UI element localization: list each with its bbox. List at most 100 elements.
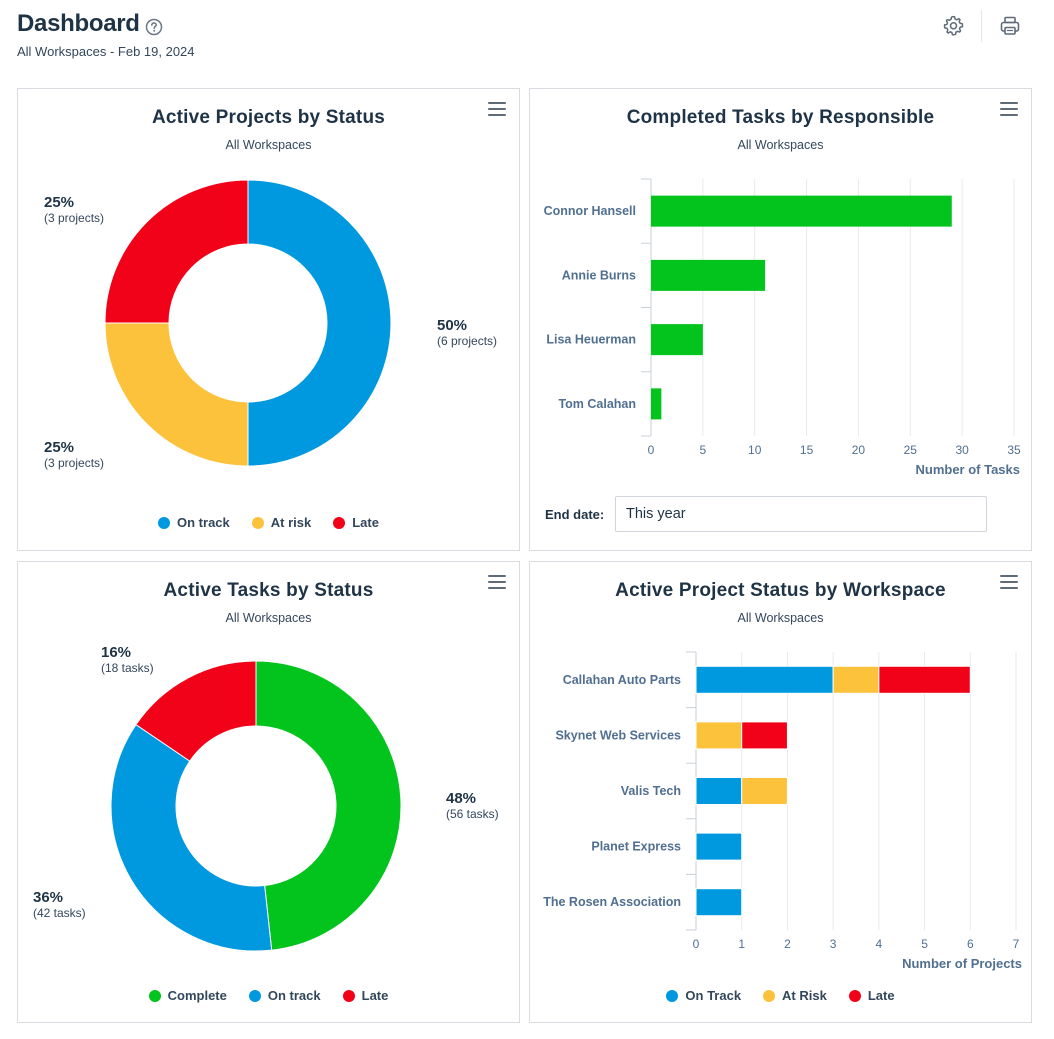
card-title: Active Projects by Status: [151, 107, 386, 128]
donut-slice-on-track[interactable]: [247, 179, 392, 467]
card-subtitle: All Workspaces: [225, 138, 312, 152]
projects-status-legend: On track At risk Late: [18, 515, 519, 530]
donut-slice-late[interactable]: [135, 660, 257, 762]
category-label: Callahan Auto Parts: [563, 673, 681, 687]
printer-icon[interactable]: [998, 14, 1022, 38]
card-title: Active Tasks by Status: [163, 580, 374, 601]
category-label: Planet Express: [591, 840, 681, 854]
bar-at-risk-valis-tech[interactable]: [741, 777, 788, 805]
legend-label: On track: [177, 515, 230, 530]
bar-connor-hansell[interactable]: [651, 195, 952, 227]
active-tasks-by-status-card: Active Tasks by Status All Workspaces 48…: [17, 561, 520, 1023]
donut-slice-late[interactable]: [104, 179, 249, 324]
category-label: Connor Hansell: [544, 204, 636, 218]
bar-late-callahan-auto-parts[interactable]: [878, 665, 971, 694]
end-date-row: End date:: [545, 496, 987, 532]
page-subtitle: All Workspaces - Feb 19, 2024: [17, 44, 195, 59]
chart-menu-button[interactable]: [488, 575, 506, 591]
category-label: Annie Burns: [562, 268, 636, 282]
bar-on-track-valis-tech[interactable]: [695, 777, 743, 805]
slice-count-label: (3 projects): [44, 456, 104, 470]
projects-status-donut-chart: 50%(6 projects)25%(3 projects)25%(3 proj…: [44, 179, 497, 470]
header-divider: [981, 10, 982, 42]
active-projects-by-status-card: Active Projects by Status All Workspaces…: [17, 88, 520, 551]
slice-count-label: (3 projects): [44, 211, 104, 225]
category-label: Valis Tech: [621, 784, 681, 798]
bar-on-track-the-rosen-association[interactable]: [695, 888, 743, 917]
bar-at-risk-callahan-auto-parts[interactable]: [832, 665, 880, 694]
legend-marker: [251, 516, 264, 529]
page-header: Dashboard All Workspaces - Feb 19, 2024: [17, 10, 1037, 70]
slice-percent-label: 50%: [437, 317, 467, 334]
slice-percent-label: 25%: [44, 439, 74, 456]
legend-item-complete[interactable]: Complete: [148, 988, 227, 1003]
gear-icon[interactable]: [941, 14, 965, 38]
legend-label: On track: [267, 988, 321, 1003]
slice-percent-label: 48%: [446, 790, 476, 807]
x-tick-label: 6: [967, 937, 974, 951]
legend-item-late[interactable]: Late: [342, 988, 388, 1003]
x-tick-label: 3: [830, 937, 837, 951]
workspace-status-legend: On Track At Risk Late: [530, 988, 1031, 1003]
end-date-input[interactable]: [615, 496, 987, 532]
legend-marker: [666, 989, 679, 1002]
slice-percent-label: 25%: [44, 194, 74, 211]
donut-slice-at-risk[interactable]: [104, 322, 249, 467]
slice-percent-label: 16%: [101, 644, 131, 661]
x-tick-label: 25: [904, 443, 918, 457]
slice-count-label: (18 tasks): [101, 661, 154, 675]
legend-label: At Risk: [782, 988, 827, 1003]
legend-item-on-track[interactable]: On track: [158, 515, 230, 530]
end-date-label: End date:: [545, 506, 605, 522]
x-tick-label: 20: [852, 443, 866, 457]
legend-marker: [248, 989, 261, 1002]
card-title: Completed Tasks by Responsible: [626, 107, 935, 128]
legend-item-at-risk[interactable]: At risk: [251, 515, 312, 530]
x-axis-title: Number of Tasks: [915, 462, 1020, 477]
legend-marker: [848, 989, 861, 1002]
bar-lisa-heuerman[interactable]: [651, 324, 703, 356]
legend-item-on-track[interactable]: On Track: [666, 988, 741, 1003]
donut-slice-complete[interactable]: [255, 660, 402, 951]
legend-item-at-risk[interactable]: At Risk: [763, 988, 827, 1003]
x-tick-label: 0: [648, 443, 655, 457]
slice-count-label: (56 tasks): [446, 807, 499, 821]
chart-menu-button[interactable]: [1000, 575, 1018, 591]
bar-late-skynet-web-services[interactable]: [741, 721, 788, 750]
legend-item-on-track[interactable]: On track: [248, 988, 321, 1003]
project-status-by-workspace-card: Active Project Status by Workspace All W…: [529, 561, 1032, 1023]
chart-menu-button[interactable]: [1000, 102, 1018, 118]
tasks-status-legend: Complete On track Late: [18, 988, 519, 1003]
legend-label: Late: [867, 988, 895, 1003]
bar-on-track-callahan-auto-parts[interactable]: [695, 665, 834, 694]
completed-tasks-by-responsible-card: Completed Tasks by Responsible All Works…: [529, 88, 1032, 551]
bar-at-risk-skynet-web-services[interactable]: [695, 721, 743, 750]
bar-annie-burns[interactable]: [651, 259, 766, 291]
category-label: Tom Calahan: [558, 397, 636, 411]
legend-marker: [158, 516, 171, 529]
x-tick-label: 35: [1007, 443, 1021, 457]
legend-item-late[interactable]: Late: [848, 988, 895, 1003]
x-tick-label: 10: [748, 443, 762, 457]
legend-marker: [148, 989, 161, 1002]
card-title: Active Project Status by Workspace: [615, 580, 946, 601]
legend-item-late[interactable]: Late: [333, 515, 379, 530]
x-tick-label: 5: [921, 937, 928, 951]
x-tick-label: 5: [700, 443, 707, 457]
page-title: Dashboard: [17, 10, 140, 37]
legend-label: At risk: [270, 515, 312, 530]
legend-label: On Track: [685, 988, 742, 1003]
x-tick-label: 30: [955, 443, 969, 457]
bar-on-track-planet-express[interactable]: [695, 832, 743, 861]
legend-label: Late: [352, 515, 379, 530]
chart-menu-button[interactable]: [488, 102, 506, 118]
donut-slice-on-track[interactable]: [110, 723, 273, 952]
workspace-status-stacked-bar-chart: 0 1 2 3 4 5 6 7 Callahan Auto Parts Skynet Web Se…: [543, 651, 1022, 971]
bar-tom-calahan[interactable]: [651, 388, 662, 420]
slice-count-label: (6 projects): [437, 334, 497, 348]
card-subtitle: All Workspaces: [737, 611, 824, 625]
completed-tasks-bar-chart: 0 5 10 15 20 25 30 35 Connor Hansell Annie Burns L…: [544, 178, 1021, 477]
question-circle-icon[interactable]: [145, 18, 163, 36]
tasks-status-donut-chart: 48%(56 tasks) 36%(42 tasks) 16%(18 tasks): [33, 644, 499, 952]
x-tick-label: 1: [738, 937, 745, 951]
